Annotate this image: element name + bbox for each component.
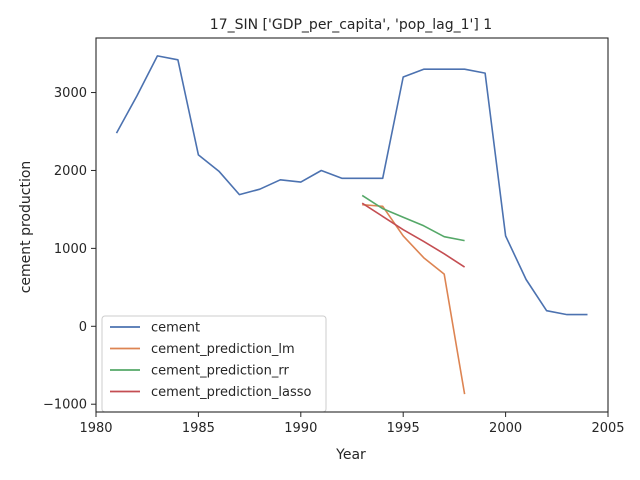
series-line-cement-prediction-lm: [362, 203, 466, 395]
plot-area: [115, 55, 588, 395]
legend-label-cement-prediction-lm: cement_prediction_lm: [151, 342, 295, 357]
y-axis-label: cement production: [18, 161, 34, 294]
y-tick-label: 3000: [54, 86, 87, 101]
series-line-cement: [115, 55, 588, 316]
x-axis: 1980 1985 1990 1995 2000 2005: [79, 412, 625, 436]
y-tick-label: 1000: [54, 242, 87, 257]
y-tick-label: −1000: [43, 398, 87, 413]
legend-label-cement: cement: [151, 321, 200, 336]
x-tick-label: 1985: [182, 421, 215, 436]
legend: cement cement_prediction_lm cement_predict…: [101, 315, 327, 413]
y-tick-label: 0: [79, 320, 87, 335]
x-tick-label: 1990: [284, 421, 317, 436]
x-tick-label: 2000: [489, 421, 522, 436]
chart-title: 17_SIN ['GDP_per_capita', 'pop_lag_1'] 1: [210, 17, 492, 33]
x-tick-label: 1980: [79, 421, 112, 436]
legend-label-cement-prediction-lasso: cement_prediction_lasso: [151, 385, 311, 400]
x-axis-label: Year: [335, 447, 366, 463]
series-line-cement-prediction-lasso: [361, 202, 466, 268]
legend-label-cement-prediction-rr: cement_prediction_rr: [151, 364, 289, 379]
x-tick-label: 2005: [591, 421, 624, 436]
x-tick-label: 1995: [387, 421, 420, 436]
series-line-cement-prediction-rr: [361, 194, 465, 242]
y-axis: −1000 0 1000 2000 3000: [43, 86, 96, 413]
y-tick-label: 2000: [54, 164, 87, 179]
plot-frame: [95, 37, 609, 413]
